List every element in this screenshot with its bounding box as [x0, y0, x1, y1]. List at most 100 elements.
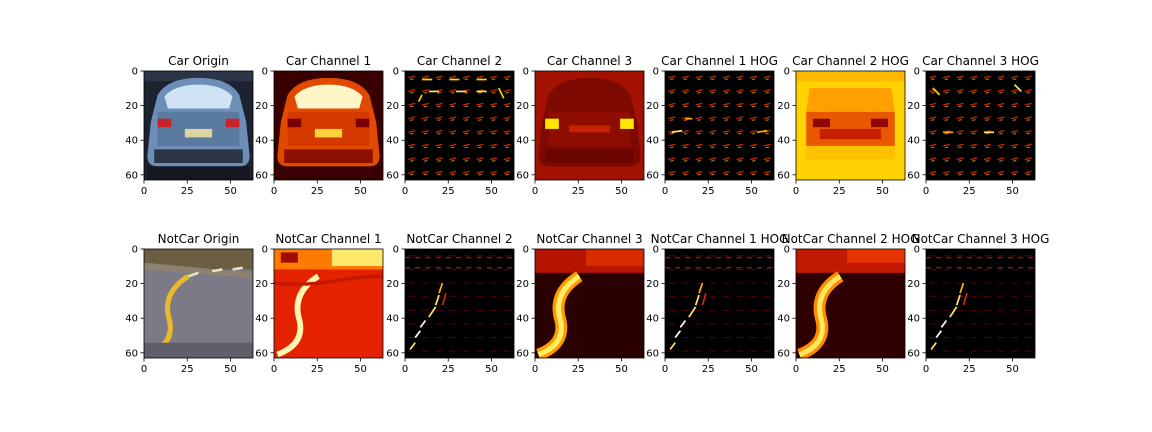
- subplot-title: Car Channel 2: [417, 54, 502, 68]
- x-tick-label: 50: [876, 364, 889, 375]
- x-tick-label: 0: [271, 364, 277, 375]
- y-tick-label: 0: [653, 67, 659, 78]
- x-tick-label: 0: [793, 364, 799, 375]
- subplot-image: [926, 249, 1035, 358]
- subplot-image: [665, 71, 774, 180]
- y-tick-label: 60: [125, 348, 138, 359]
- x-tick-label: 50: [1006, 186, 1019, 197]
- y-tick-label: 20: [125, 101, 138, 112]
- y-tick-label: 0: [262, 67, 268, 78]
- axes-frame: [664, 248, 775, 359]
- y-tick-label: 60: [125, 170, 138, 181]
- subplot-title: Car Channel 3 HOG: [922, 54, 1039, 68]
- x-tick-label: 0: [141, 186, 147, 197]
- subplot-title: NotCar Channel 1 HOG: [651, 232, 789, 246]
- axes-frame: [143, 70, 254, 181]
- y-tick-label: 20: [777, 279, 790, 290]
- subplot-image: [405, 249, 514, 358]
- y-tick-label: 40: [777, 136, 790, 147]
- y-tick-label: 0: [784, 245, 790, 256]
- x-tick-label: 25: [442, 186, 455, 197]
- x-tick-label: 50: [485, 364, 498, 375]
- y-tick-label: 0: [523, 67, 529, 78]
- axes-frame: [664, 70, 775, 181]
- subplot-image: [144, 71, 253, 180]
- subplot-image: [926, 71, 1035, 180]
- x-tick-label: 0: [923, 186, 929, 197]
- subplot: Car Channel 3 0 25 50 0 20 40 60: [516, 54, 645, 197]
- x-tick-label: 25: [572, 186, 585, 197]
- x-tick-label: 0: [923, 364, 929, 375]
- x-tick-label: 50: [876, 186, 889, 197]
- subplot-title: Car Channel 2 HOG: [792, 54, 909, 68]
- y-tick-label: 40: [125, 314, 138, 325]
- x-tick-label: 50: [745, 364, 758, 375]
- x-tick-label: 0: [793, 186, 799, 197]
- x-tick-label: 0: [532, 186, 538, 197]
- subplot-title: Car Origin: [168, 54, 229, 68]
- x-tick-label: 50: [745, 186, 758, 197]
- x-tick-label: 50: [224, 364, 237, 375]
- y-tick-label: 20: [386, 101, 399, 112]
- y-tick-label: 20: [516, 101, 529, 112]
- x-tick-label: 50: [354, 186, 367, 197]
- subplot-title: Car Channel 1 HOG: [661, 54, 778, 68]
- x-tick-label: 50: [354, 364, 367, 375]
- y-tick-label: 20: [907, 279, 920, 290]
- axes-frame: [143, 248, 254, 359]
- y-tick-label: 0: [523, 245, 529, 256]
- x-tick-label: 25: [702, 186, 715, 197]
- x-tick-label: 25: [311, 186, 324, 197]
- axes-frame: [925, 248, 1036, 359]
- x-tick-label: 25: [963, 364, 976, 375]
- y-tick-label: 40: [386, 314, 399, 325]
- y-tick-label: 40: [125, 136, 138, 147]
- y-tick-label: 60: [646, 348, 659, 359]
- axes-frame: [404, 248, 515, 359]
- y-tick-label: 60: [777, 170, 790, 181]
- y-tick-label: 0: [262, 245, 268, 256]
- subplot-image: [274, 71, 383, 180]
- y-tick-label: 0: [914, 67, 920, 78]
- x-tick-label: 25: [702, 364, 715, 375]
- subplot-image: [405, 71, 514, 180]
- y-tick-label: 20: [255, 279, 268, 290]
- y-tick-label: 60: [255, 170, 268, 181]
- y-tick-label: 0: [393, 245, 399, 256]
- subplot-title: NotCar Channel 2: [406, 232, 512, 246]
- y-tick-label: 0: [132, 245, 138, 256]
- x-tick-label: 25: [181, 364, 194, 375]
- axes-frame: [404, 70, 515, 181]
- subplot-image: [796, 249, 905, 358]
- y-tick-label: 40: [255, 314, 268, 325]
- x-tick-label: 25: [833, 186, 846, 197]
- subplot-title: NotCar Channel 2 HOG: [782, 232, 920, 246]
- subplot-title: Car Channel 3: [547, 54, 632, 68]
- x-tick-label: 50: [615, 364, 628, 375]
- x-tick-label: 0: [662, 186, 668, 197]
- x-tick-label: 25: [181, 186, 194, 197]
- y-tick-label: 20: [646, 279, 659, 290]
- y-tick-label: 40: [646, 136, 659, 147]
- x-tick-label: 0: [662, 364, 668, 375]
- y-tick-label: 40: [646, 314, 659, 325]
- subplot-image: [535, 249, 644, 358]
- x-tick-label: 0: [402, 364, 408, 375]
- y-tick-label: 20: [646, 101, 659, 112]
- x-tick-label: 25: [572, 364, 585, 375]
- x-tick-label: 0: [532, 364, 538, 375]
- axes-frame: [534, 248, 645, 359]
- subplot: Car Channel 2 0 25 50 0 20 40 60: [386, 54, 515, 197]
- x-tick-label: 0: [141, 364, 147, 375]
- y-tick-label: 0: [914, 245, 920, 256]
- y-tick-label: 40: [386, 136, 399, 147]
- axes-frame: [795, 248, 906, 359]
- y-tick-label: 40: [516, 136, 529, 147]
- y-tick-label: 60: [255, 348, 268, 359]
- axes-frame: [925, 70, 1036, 181]
